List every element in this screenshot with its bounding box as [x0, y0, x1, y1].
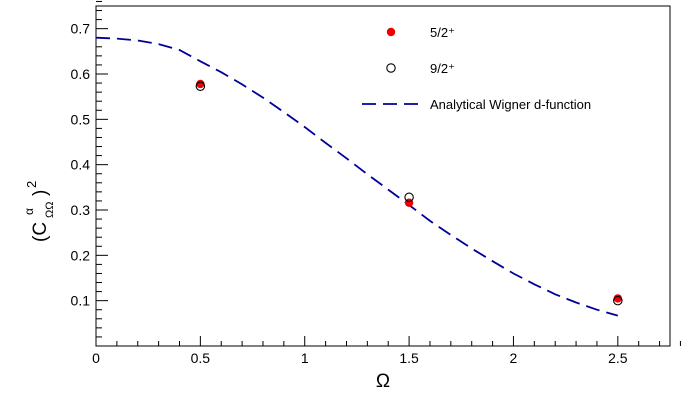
- y-axis-label-power: 2: [24, 181, 39, 188]
- legend-marker-9-2: [386, 63, 396, 73]
- x-axis-label: Ω: [376, 371, 390, 392]
- axis-labels: Ω (C α ΩΩ) 2: [22, 181, 390, 392]
- legend-label-1: 5/2⁺: [430, 25, 455, 40]
- x-tick-label: 0: [92, 350, 100, 366]
- data-point-9-2: [195, 81, 206, 91]
- y-tick-label: 0.5: [71, 111, 91, 127]
- y-tick-label: 0.2: [71, 247, 91, 263]
- data-point-9-2: [613, 295, 623, 306]
- wigner-curve: [95, 36, 619, 317]
- x-tick-label: 1.5: [399, 350, 419, 366]
- x-tick-label: 2: [510, 350, 518, 366]
- y-axis-label: (C α ΩΩ) 2: [22, 181, 56, 242]
- axes: 0 0.5 1 1.5 2 2.5 0.1 0.2 0.3 0.4 0.5 0.6 0.7: [71, 0, 681, 366]
- y-axis-label-sup: α: [22, 208, 36, 215]
- y-tick-label: 0.7: [71, 21, 91, 37]
- legend-marker-5-2: [386, 27, 396, 37]
- legend-label-3: Analytical Wigner d-function: [430, 97, 591, 112]
- y-axis-label-base: (C: [30, 222, 51, 242]
- data-point-5-2: [613, 294, 623, 303]
- legend-label-2: 9/2⁺: [430, 61, 455, 76]
- points-layer: [195, 79, 623, 306]
- y-tick-label: 0.4: [71, 157, 91, 173]
- curve-layer: [95, 36, 619, 317]
- x-tick-label: 2.5: [608, 350, 628, 366]
- y-tick-label: 0.1: [71, 293, 91, 309]
- data-point-9-2: [404, 192, 414, 203]
- legend: 5/2⁺ 9/2⁺ Analytical Wigner d-function: [362, 25, 591, 112]
- y-tick-label: 0.3: [71, 202, 91, 218]
- plot-frame: [95, 5, 671, 347]
- y-axis-label-sub: ΩΩ: [44, 202, 56, 218]
- x-tick-label: 1: [301, 350, 309, 366]
- y-axis-label-close: ): [30, 190, 51, 196]
- y-tick-label: 0.6: [71, 66, 91, 82]
- x-tick-label: 0.5: [191, 350, 211, 366]
- data-point-5-2: [196, 79, 205, 89]
